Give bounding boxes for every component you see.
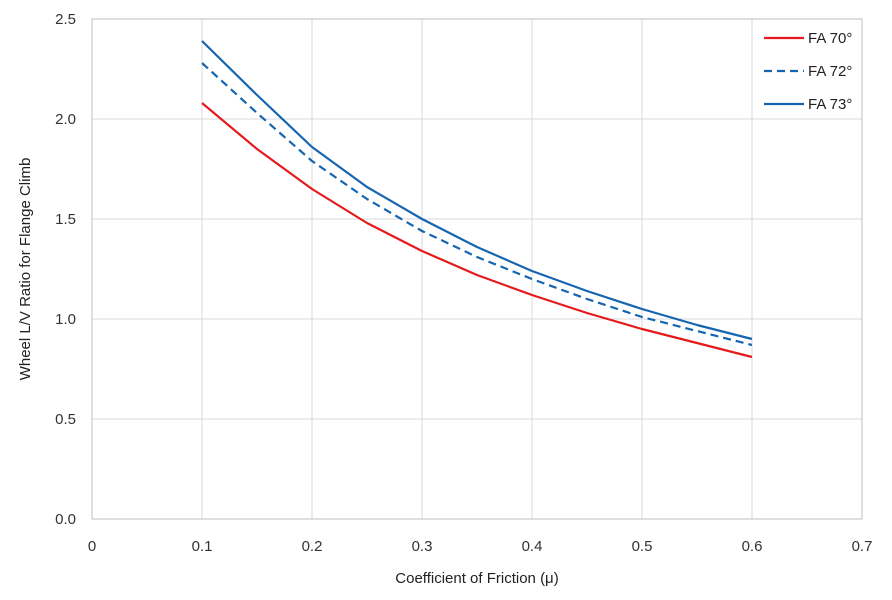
x-tick-label: 0.6 [742, 538, 763, 555]
x-tick-label: 0.7 [852, 538, 873, 555]
x-axis-title: Coefficient of Friction (μ) [395, 570, 558, 587]
series-line-1 [201, 102, 753, 359]
x-tick-label: 0.4 [522, 538, 543, 555]
legend: FA 70° FA 72° FA 73° [764, 30, 852, 113]
grid-lines [91, 18, 863, 520]
series-line-3 [201, 40, 753, 341]
series-line-2 [201, 62, 753, 347]
y-tick-label: 0.0 [55, 511, 76, 528]
y-tick-label: 2.0 [55, 111, 76, 128]
legend-label-1: FA 70° [808, 30, 852, 47]
y-axis-title: Wheel L/V Ratio for Flange Climb [17, 158, 34, 381]
y-tick-label: 0.5 [55, 411, 76, 428]
legend-label-3: FA 73° [808, 96, 852, 113]
legend-label-2: FA 72° [808, 63, 852, 80]
x-tick-label: 0.1 [192, 538, 213, 555]
x-tick-label: 0.3 [412, 538, 433, 555]
series-lines [201, 40, 753, 359]
y-axis-ticks: 0.0 0.5 1.0 1.5 2.0 2.5 [55, 11, 76, 528]
y-tick-label: 2.5 [55, 11, 76, 28]
x-tick-label: 0 [88, 538, 96, 555]
x-tick-label: 0.2 [302, 538, 323, 555]
x-axis-ticks: 0 0.1 0.2 0.3 0.4 0.5 0.6 0.7 [88, 538, 873, 555]
y-tick-label: 1.0 [55, 311, 76, 328]
y-tick-label: 1.5 [55, 211, 76, 228]
x-tick-label: 0.5 [632, 538, 653, 555]
plot-area-frame [91, 18, 863, 520]
